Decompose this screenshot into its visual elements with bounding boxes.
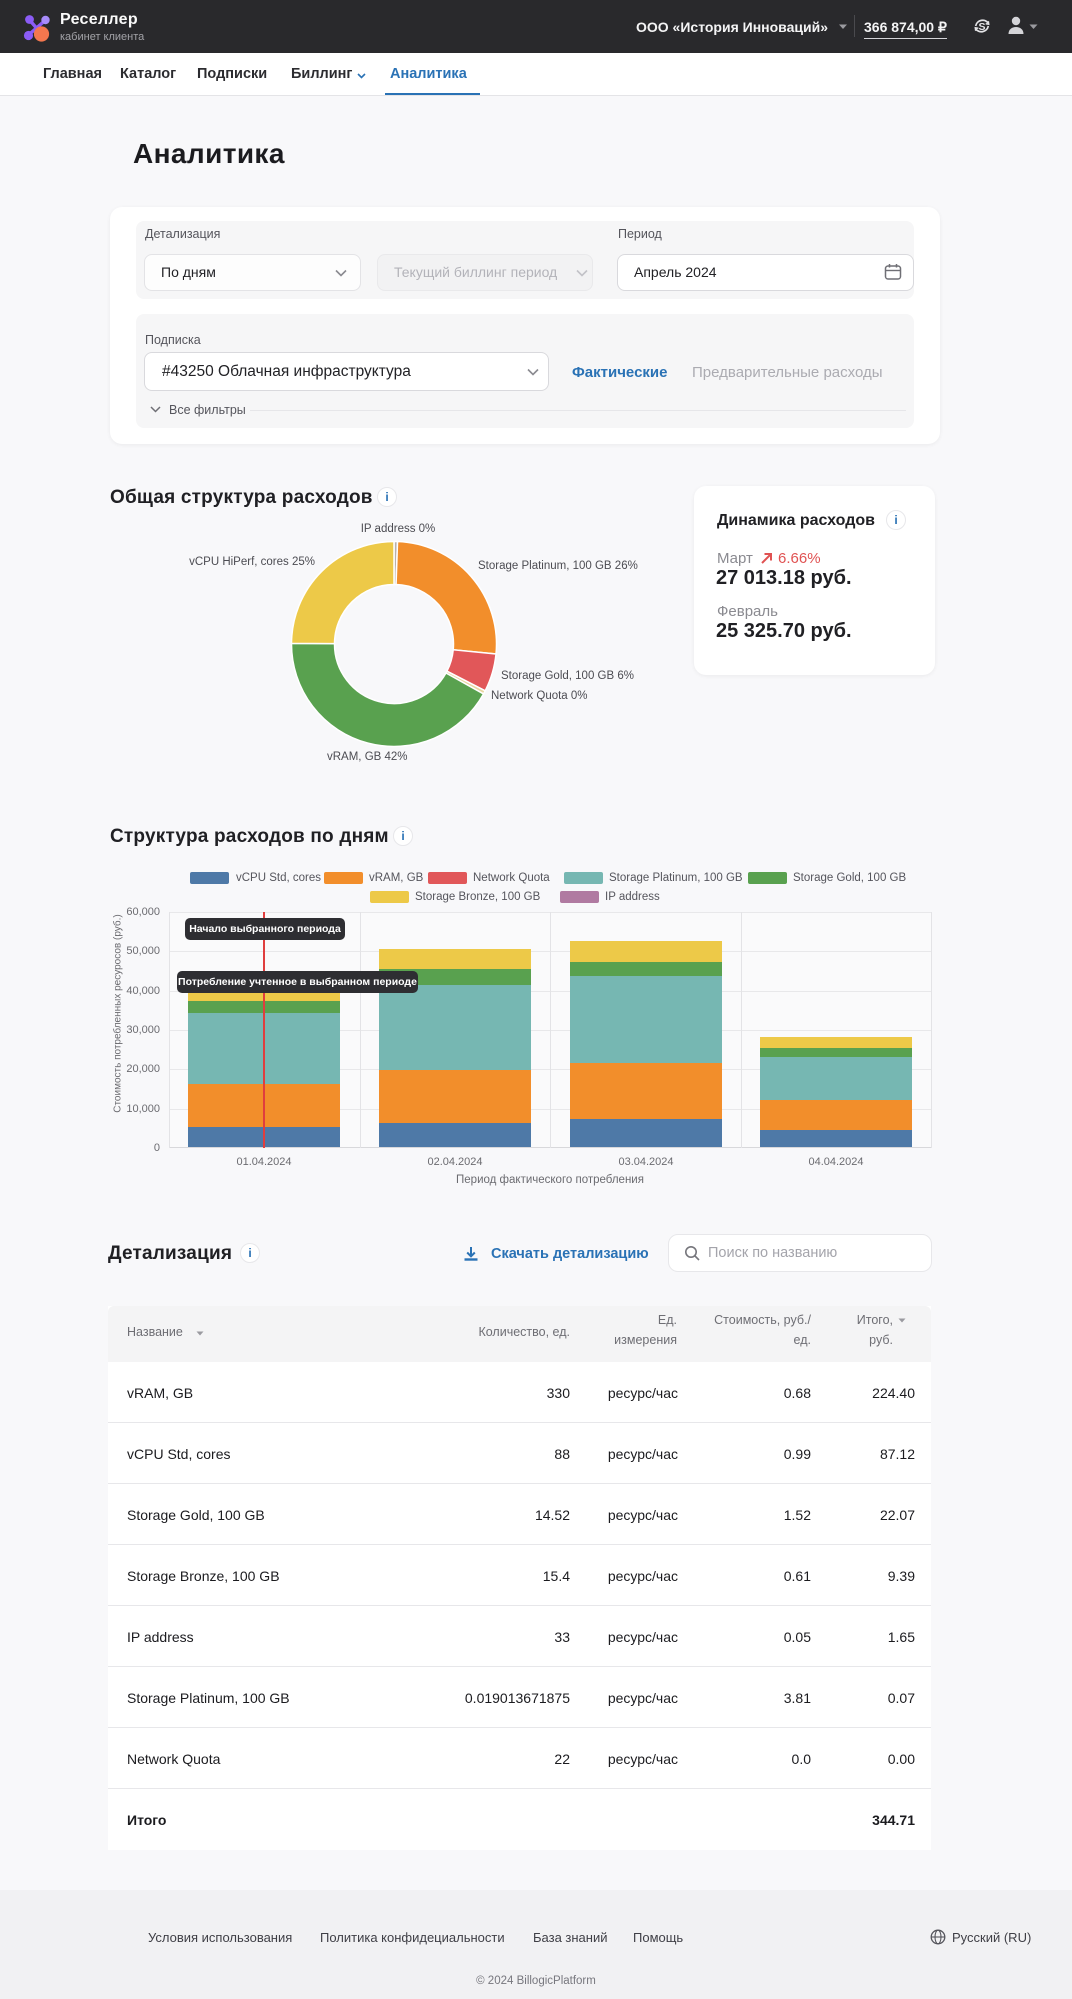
svg-text:S: S — [978, 21, 985, 33]
